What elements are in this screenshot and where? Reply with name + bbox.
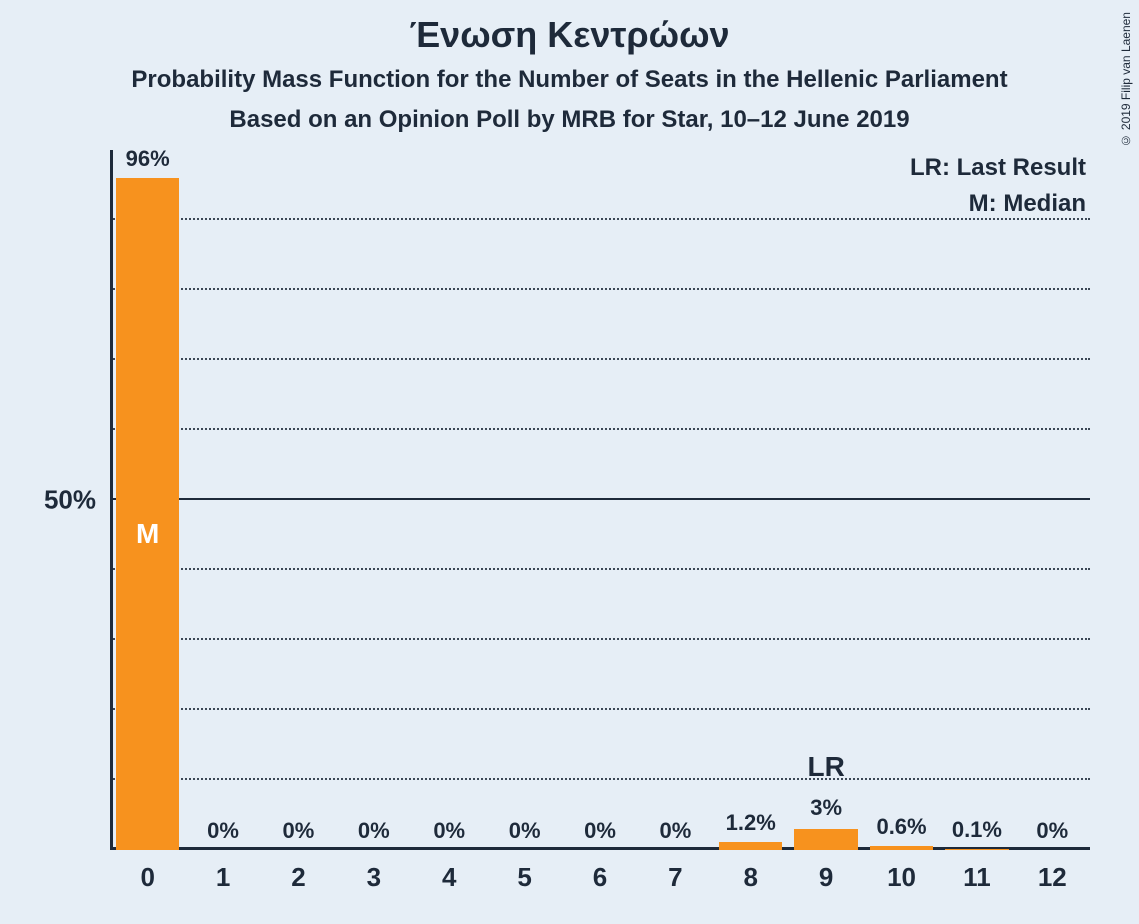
bar-value-label: 0% <box>358 818 390 844</box>
bar-slot: 0% <box>261 150 336 850</box>
x-tick: 4 <box>442 862 456 893</box>
bar-value-label: 0.6% <box>876 814 926 840</box>
x-tick: 5 <box>517 862 531 893</box>
bar-slot: 0% <box>185 150 260 850</box>
bar-value-label: 3% <box>810 795 842 821</box>
bar-slot: 1.2% <box>713 150 788 850</box>
x-tick: 10 <box>887 862 916 893</box>
bar-slot: 0% <box>638 150 713 850</box>
bar-value-label: 0% <box>433 818 465 844</box>
bars-group: 96%M 0% 0% 0% 0% 0% 0% 0% 1.2% 3% LR 0.6% 0.1% 0% <box>110 150 1090 850</box>
bar-value-label: 0% <box>659 818 691 844</box>
bar-slot: 96%M <box>110 150 185 850</box>
copyright-text: © 2019 Filip van Laenen <box>1119 12 1133 147</box>
lr-marker: LR <box>807 751 844 783</box>
x-tick: 11 <box>963 862 991 893</box>
x-tick: 0 <box>140 862 154 893</box>
x-tick: 3 <box>367 862 381 893</box>
x-tick: 7 <box>668 862 682 893</box>
x-tick: 8 <box>744 862 758 893</box>
bar-value-label: 0% <box>1036 818 1068 844</box>
chart-container: Ένωση Κεντρώων Probability Mass Function… <box>0 0 1139 924</box>
bar-slot: 0% <box>412 150 487 850</box>
bar-value-label: 96% <box>126 146 170 172</box>
x-tick: 2 <box>291 862 305 893</box>
bar <box>719 842 782 850</box>
bar-value-label: 0.1% <box>952 817 1002 843</box>
chart-subtitle-1: Probability Mass Function for the Number… <box>0 66 1139 94</box>
bar-value-label: 0% <box>207 818 239 844</box>
x-tick: 12 <box>1038 862 1067 893</box>
x-tick: 6 <box>593 862 607 893</box>
y-axis-label: 50% <box>16 485 96 516</box>
bar <box>945 849 1008 850</box>
x-tick: 1 <box>216 862 230 893</box>
bar <box>794 829 857 850</box>
bar-value-label: 1.2% <box>726 810 776 836</box>
bar-slot: 0% <box>562 150 637 850</box>
bar-slot: 0% <box>487 150 562 850</box>
bar-value-label: 0% <box>584 818 616 844</box>
bar <box>870 846 933 850</box>
median-marker: M <box>136 518 159 550</box>
bar-slot: 0.6% <box>864 150 939 850</box>
chart-title: Ένωση Κεντρώων <box>0 14 1139 56</box>
bar-value-label: 0% <box>283 818 315 844</box>
x-tick: 9 <box>819 862 833 893</box>
bar-slot: 0.1% <box>939 150 1014 850</box>
plot-area: LR: Last Result M: Median 50% 96%M0%0%0%… <box>110 150 1090 850</box>
bar-slot: 3% LR <box>788 150 863 850</box>
chart-subtitle-2: Based on an Opinion Poll by MRB for Star… <box>0 106 1139 134</box>
bar <box>116 178 179 850</box>
bar-slot: 0% <box>336 150 411 850</box>
bar-value-label: 0% <box>509 818 541 844</box>
bar-slot: 0% <box>1015 150 1090 850</box>
